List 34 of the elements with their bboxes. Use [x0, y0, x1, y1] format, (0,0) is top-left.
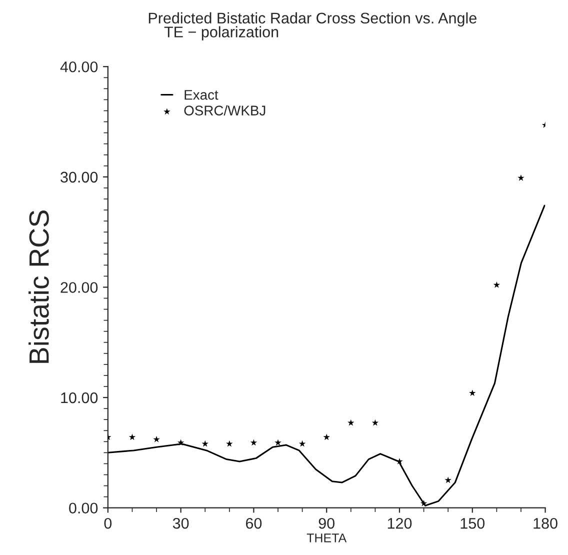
- point: [128, 434, 136, 440]
- point: [396, 458, 403, 464]
- point: [348, 419, 354, 426]
- x-tick-label: 0: [104, 518, 112, 529]
- x-tick-label: 60: [246, 518, 262, 529]
- x-axis-title: THETA: [306, 534, 347, 542]
- x-tick-label: 90: [318, 518, 334, 529]
- y-tick-label: 20.00: [60, 282, 98, 293]
- point: [469, 390, 476, 396]
- legend-label: Exact: [184, 90, 218, 100]
- point: [444, 476, 452, 484]
- x-tick-label: 30: [172, 518, 189, 529]
- y-axis-title: Bistatic RCS: [28, 210, 49, 363]
- point: [202, 440, 208, 447]
- x-tick-label: 180: [534, 518, 558, 529]
- chart-subtitle: TE − polarization: [164, 26, 278, 40]
- point: [250, 439, 258, 446]
- point: [493, 281, 500, 288]
- point: [177, 439, 184, 446]
- point: [274, 439, 282, 446]
- point: [323, 434, 330, 440]
- y-tick-label: 30.00: [60, 172, 98, 183]
- y-tick-label: 40.00: [60, 61, 98, 72]
- point: [372, 419, 379, 426]
- chart-title: Predicted Bistatic Radar Cross Section vs. Angle: [148, 12, 476, 27]
- y-tick-label: 10.00: [61, 392, 98, 404]
- legend-label: OSRC/WKBJ: [184, 105, 266, 116]
- x-tick-label: 120: [388, 518, 412, 529]
- x-tick-label: 150: [460, 518, 485, 529]
- point: [298, 440, 306, 447]
- point: [420, 500, 428, 506]
- point: [518, 174, 524, 181]
- y-tick-label: 0.00: [69, 502, 98, 514]
- point: [153, 436, 160, 442]
